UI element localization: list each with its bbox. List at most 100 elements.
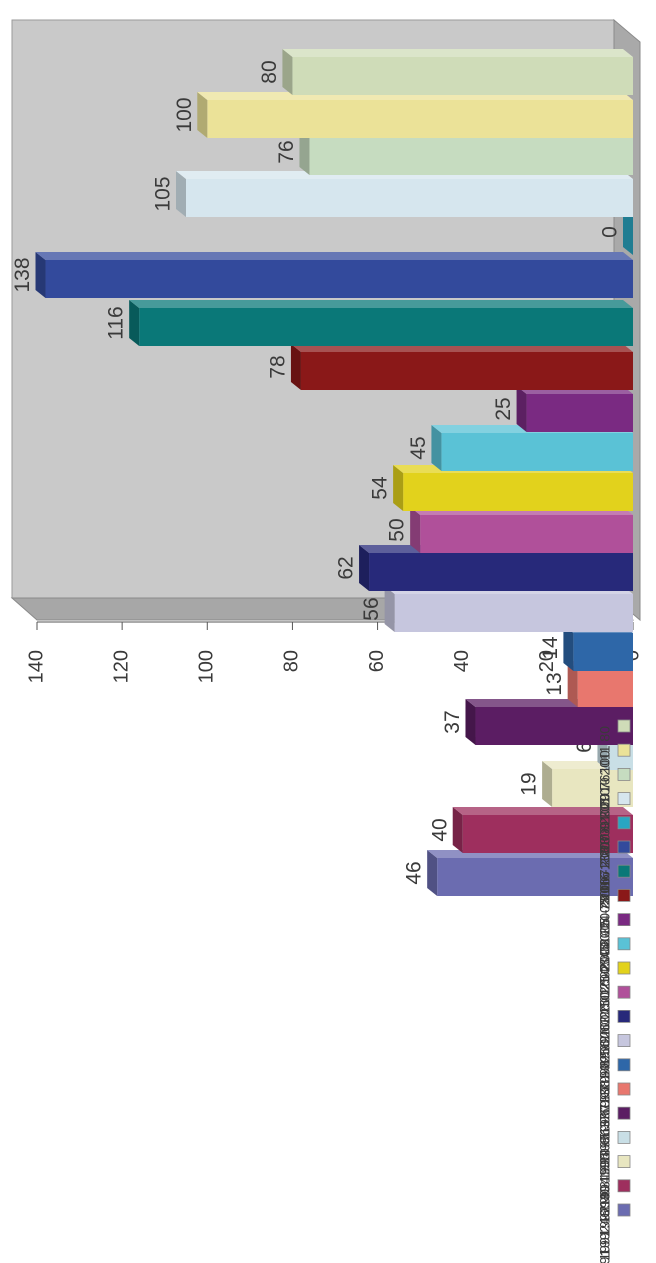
- legend-label-20: 2010 - 2011 80: [597, 726, 613, 819]
- bar-20: [292, 57, 633, 95]
- bar-top-11: [431, 425, 442, 471]
- bar-side-1: [452, 807, 633, 815]
- legend-label-7: 1997 - 1998 56: [597, 1040, 613, 1134]
- bar-18: [309, 137, 633, 175]
- legend-label-19: 2009 - 2010 100: [597, 750, 613, 852]
- bar-top-13: [290, 344, 301, 390]
- legend-label-17: 2007 - 2008 105: [597, 798, 613, 900]
- bar-value-label-3: 6: [573, 741, 596, 753]
- bar-value-label-13: 78: [266, 355, 289, 378]
- bar-0: [437, 858, 633, 896]
- bar-value-label-1: 40: [428, 818, 451, 841]
- bar-1: [462, 815, 633, 853]
- legend-label-18: 2008 - 2009 76: [597, 774, 613, 868]
- legend-label-9: 1999 - 2000 50: [597, 992, 613, 1086]
- legend-swatch-17: [617, 792, 631, 805]
- bar-value-label-14: 116: [105, 306, 128, 339]
- bar-top-6: [563, 625, 574, 671]
- legend-label-0: 1990 - 1991 46: [597, 1210, 613, 1263]
- bar-top-7: [384, 586, 395, 632]
- bar-top-9: [410, 507, 421, 553]
- bar-top-15: [35, 252, 46, 298]
- legend-swatch-15: [617, 840, 631, 854]
- bar-top-20: [282, 49, 293, 95]
- bar-value-label-5: 13: [543, 672, 566, 695]
- y-tick-label-4: 80: [281, 650, 303, 672]
- bar-value-label-16: 0: [599, 226, 622, 238]
- legend-swatch-13: [617, 889, 631, 902]
- legend-label-16: 2006 - 2007 0: [597, 823, 613, 910]
- bar-value-label-19: 100: [173, 97, 196, 132]
- legend-swatch-10: [617, 961, 631, 975]
- legend-swatch-3: [617, 1131, 631, 1144]
- bar-value-label-12: 25: [492, 397, 515, 420]
- bar-side-15: [35, 252, 634, 260]
- bar-value-label-11: 45: [407, 436, 430, 459]
- bar-14: [139, 308, 633, 346]
- bar-top-8: [359, 545, 370, 591]
- bar-value-label-15: 138: [11, 257, 34, 292]
- legend-swatch-11: [617, 937, 631, 951]
- y-tick-label-2: 40: [451, 650, 473, 672]
- bar-12: [526, 394, 633, 432]
- bar-7: [394, 594, 633, 632]
- bar-top-12: [516, 386, 527, 432]
- bar-19: [207, 100, 634, 138]
- bar-13: [300, 352, 633, 390]
- bar-value-label-0: 46: [403, 861, 426, 884]
- bar-top-19: [197, 92, 208, 138]
- legend-label-14: 2004 - 2005 116: [597, 871, 613, 972]
- legend-swatch-20: [617, 719, 631, 733]
- bar-top-18: [299, 129, 310, 175]
- bar-side-14: [129, 300, 633, 308]
- legend-swatch-5: [617, 1082, 631, 1096]
- bar-8: [369, 553, 633, 591]
- legend-label-11: 2001 - 2002 45: [597, 944, 613, 1038]
- bar-top-1: [452, 807, 463, 853]
- legend-swatch-4: [617, 1106, 631, 1120]
- legend-swatch-19: [617, 743, 631, 757]
- bar-value-label-9: 50: [386, 518, 409, 541]
- bar-15: [45, 260, 634, 298]
- bar-value-label-18: 76: [275, 140, 298, 163]
- bar-value-label-10: 54: [369, 476, 392, 500]
- legend-swatch-14: [617, 864, 631, 878]
- bar-value-label-7: 56: [360, 597, 383, 620]
- legend-label-10: 2000 - 2001 54: [597, 968, 613, 1062]
- bar-value-label-2: 19: [518, 772, 541, 795]
- y-tick-label-7: 140: [25, 650, 47, 683]
- bar-5: [577, 669, 633, 707]
- bar-top-14: [129, 300, 140, 346]
- legend-label-4: 1994 - 1995 37: [597, 1113, 613, 1207]
- legend-label-6: 1996 - 1997 14: [597, 1065, 613, 1159]
- bar-value-label-4: 37: [441, 710, 464, 733]
- bar-value-label-6: 14: [539, 636, 562, 660]
- bar-top-10: [393, 465, 404, 511]
- bar-11: [441, 433, 633, 471]
- bar-17: [186, 179, 633, 217]
- bar-10: [403, 473, 633, 511]
- legend-swatch-9: [617, 985, 631, 999]
- legend-label-1: 1991 - 1992 40: [597, 1186, 613, 1263]
- legend-label-5: 1995 - 1996 13: [597, 1089, 613, 1183]
- y-tick-label-3: 60: [366, 650, 388, 672]
- bar-top-0: [427, 850, 438, 896]
- bar-4: [475, 707, 633, 745]
- legend-label-13: 2003 - 2004 78: [597, 895, 613, 989]
- legend-swatch-12: [617, 913, 631, 926]
- y-tick-label-1: 20: [536, 650, 558, 672]
- legend-swatch-2: [617, 1155, 631, 1168]
- legend-swatch-18: [617, 768, 631, 781]
- bar-9: [420, 515, 633, 553]
- bar-value-label-17: 105: [152, 176, 175, 211]
- bar-side-20: [282, 49, 633, 57]
- bar-top-2: [542, 761, 553, 807]
- legend-label-12: 2002 - 2003 25: [597, 919, 613, 1013]
- bar-top-16: [623, 209, 633, 255]
- legend-swatch-16: [617, 816, 631, 830]
- bar-6: [573, 633, 633, 671]
- bar-top-5: [567, 661, 578, 707]
- legend-label-2: 1992 - 1993 19: [597, 1161, 613, 1255]
